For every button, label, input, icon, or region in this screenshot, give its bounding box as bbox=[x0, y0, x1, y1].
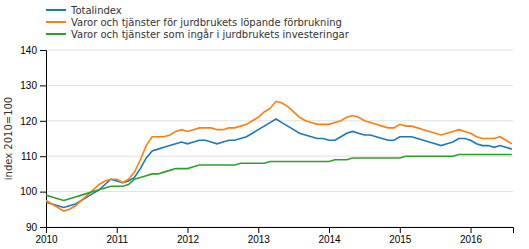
y-tick-label: 120 bbox=[20, 116, 37, 127]
grid-line bbox=[46, 50, 513, 51]
y-tick-label: 110 bbox=[21, 151, 37, 162]
legend-label: Varor och tjänster för jurdbrukets löpan… bbox=[71, 17, 342, 28]
y-tick: 130 bbox=[20, 80, 46, 91]
x-tick-label: 2010 bbox=[35, 234, 58, 245]
x-tick: 2012 bbox=[177, 227, 200, 245]
x-tick: 2010 bbox=[35, 227, 58, 245]
grid bbox=[46, 50, 513, 227]
y-tick-mark bbox=[40, 192, 46, 193]
series-line bbox=[46, 101, 512, 211]
y-tick-mark bbox=[40, 227, 46, 228]
x-tick: 2011 bbox=[106, 227, 128, 245]
x-tick-label: 2015 bbox=[389, 234, 412, 245]
x-axis-line bbox=[47, 228, 514, 234]
x-tick: 2016 bbox=[460, 227, 483, 245]
legend-swatch bbox=[46, 9, 66, 11]
y-tick: 120 bbox=[20, 116, 46, 127]
y-tick: 110 bbox=[21, 151, 46, 162]
y-tick-label: 140 bbox=[20, 45, 37, 56]
series-line bbox=[46, 154, 512, 200]
lines bbox=[46, 101, 512, 211]
legend-label: Totalindex bbox=[70, 5, 122, 16]
y-tick-mark bbox=[40, 85, 46, 86]
series-line bbox=[46, 119, 512, 208]
x-tick-mark bbox=[471, 227, 472, 233]
x-tick: 2013 bbox=[248, 227, 271, 245]
x-tick: 2014 bbox=[318, 227, 341, 245]
x-tick-mark bbox=[258, 227, 259, 233]
x-tick-mark bbox=[188, 227, 189, 233]
y-tick: 140 bbox=[20, 45, 46, 56]
y-tick-mark bbox=[40, 50, 46, 51]
chart: 2010 2011 2012 2013 2014 2015 2016 90 100 110 120 1… bbox=[0, 0, 529, 249]
y-tick-mark bbox=[40, 121, 46, 122]
y-axis-line bbox=[40, 51, 47, 228]
grid-line bbox=[46, 191, 513, 192]
x-tick-label: 2011 bbox=[106, 234, 128, 245]
x-axis: 2010 2011 2012 2013 2014 2015 2016 bbox=[35, 227, 513, 245]
y-axis: 90 100 110 120 130 140 bbox=[20, 45, 46, 233]
y-tick-label: 90 bbox=[26, 222, 38, 233]
y-axis-title: index 2010=100 bbox=[3, 97, 14, 180]
x-tick-label: 2016 bbox=[460, 234, 483, 245]
legend-swatch bbox=[46, 21, 66, 23]
x-tick-label: 2013 bbox=[248, 234, 271, 245]
grid-line bbox=[46, 85, 513, 86]
x-tick-mark bbox=[117, 227, 118, 233]
chart-container: 2010 2011 2012 2013 2014 2015 2016 90 100 110 120 1… bbox=[0, 0, 529, 249]
legend-label: Varor och tjänster som ingår i jurdbruke… bbox=[71, 28, 350, 40]
plot: 2010 2011 2012 2013 2014 2015 2016 90 100 110 120 1… bbox=[3, 45, 514, 245]
legend-item: Varor och tjänster för jurdbrukets löpan… bbox=[46, 17, 342, 28]
y-tick: 90 bbox=[26, 222, 46, 233]
legend-item: Varor och tjänster som ingår i jurdbruke… bbox=[46, 28, 350, 40]
legend-swatch bbox=[46, 33, 66, 35]
y-tick-label: 130 bbox=[20, 80, 37, 91]
x-tick-mark bbox=[400, 227, 401, 233]
x-tick: 2015 bbox=[389, 227, 412, 245]
x-tick-label: 2012 bbox=[177, 234, 200, 245]
y-tick-mark bbox=[40, 156, 46, 157]
legend: TotalindexVaror och tjänster för jurdbru… bbox=[46, 5, 350, 40]
x-tick-mark bbox=[329, 227, 330, 233]
x-tick-label: 2014 bbox=[318, 234, 341, 245]
legend-item: Totalindex bbox=[46, 5, 122, 16]
y-tick-label: 100 bbox=[20, 186, 37, 197]
y-tick: 100 bbox=[20, 186, 46, 197]
